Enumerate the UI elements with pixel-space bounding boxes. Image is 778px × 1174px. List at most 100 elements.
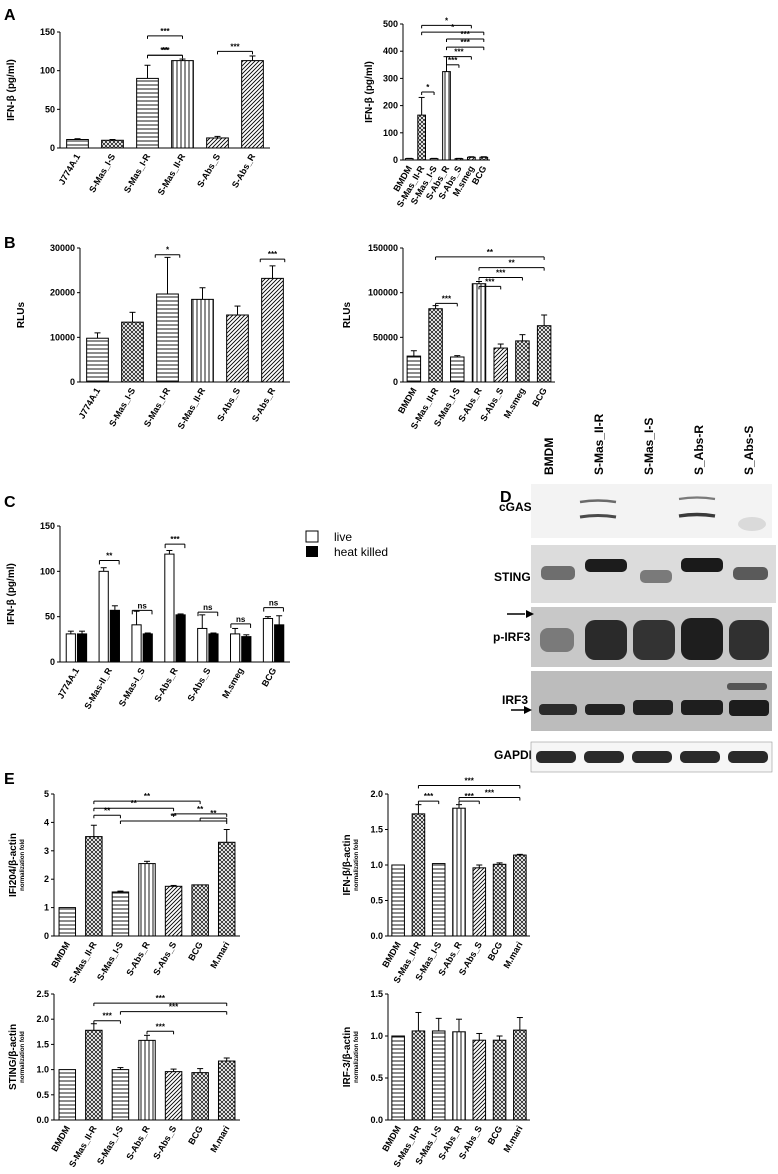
bar	[472, 1039, 487, 1121]
bar	[431, 1030, 446, 1121]
blot-label-irf3: IRF3	[502, 693, 528, 707]
significance-label: **	[210, 809, 217, 818]
legend-heat-killed-swatch	[306, 546, 318, 557]
y-tick-label: 100	[40, 566, 55, 576]
y-axis-sublabel: normalization fold	[20, 1031, 26, 1083]
y-tick-label: 2.5	[36, 989, 49, 999]
bar	[492, 863, 507, 937]
bar	[391, 1035, 405, 1121]
significance-label: *	[451, 23, 455, 32]
category-label: J774A.1	[55, 666, 81, 700]
bar	[417, 114, 426, 161]
bar	[208, 633, 219, 663]
category-label: S-Mas_II-R	[67, 1124, 99, 1169]
bar	[76, 633, 88, 663]
bar	[85, 1029, 103, 1121]
category-label: S-Abs_S	[151, 1124, 178, 1161]
y-tick-label: 0.5	[370, 1073, 383, 1083]
y-tick-label: 3	[44, 846, 49, 856]
bar	[217, 841, 236, 937]
bar	[65, 633, 76, 663]
y-axis-label: RLUs	[342, 302, 353, 329]
bar	[101, 139, 124, 149]
bar	[175, 614, 186, 663]
bar	[86, 337, 109, 383]
category-label: S-Abs_S	[215, 386, 242, 423]
bar	[98, 570, 109, 663]
y-tick-label: 0	[393, 377, 398, 387]
blot-strip-p-irf3	[531, 607, 772, 667]
bar	[241, 636, 252, 663]
chart-b-right: 050000100000150000RLUsBMDMS-Mas_II-RS-Ma…	[342, 243, 555, 431]
lane-label-s-abs-s: S_Abs-S	[742, 426, 756, 475]
y-axis-sublabel: normalization fold	[354, 1031, 360, 1083]
chart-e-sting: 0.0 0.5 1.0 1.5 2.0 2.5 STING/β-actin normaliza…	[8, 989, 240, 1169]
bar	[391, 864, 405, 937]
significance-label: *	[166, 246, 170, 255]
significance-label: **	[487, 248, 494, 257]
significance-label: **	[104, 806, 111, 815]
y-tick-label: 1.0	[36, 1065, 49, 1075]
y-tick-label: 1.0	[370, 860, 383, 870]
category-label: BMDM	[49, 1124, 72, 1153]
category-label: M.smeg	[220, 666, 245, 700]
y-tick-label: 500	[383, 19, 398, 29]
chart-e-ifnb: 0.0 0.5 1.0 1.5 2.0 IFN-β/β-actin normalizatio…	[342, 776, 530, 985]
bar	[428, 308, 443, 383]
y-axis-label: IFN-β/β-actin	[342, 834, 353, 895]
y-tick-label: 50000	[373, 332, 398, 342]
bar	[493, 347, 508, 383]
bar	[492, 1039, 507, 1121]
blot-strip-sting	[531, 545, 776, 603]
arrow-icon	[507, 610, 534, 618]
category-label: S-Abs_S	[151, 940, 178, 977]
bar	[164, 885, 183, 937]
category-label: BMDM	[49, 940, 72, 969]
y-tick-label: 0.5	[370, 896, 383, 906]
significance-label: ***	[160, 46, 170, 55]
y-tick-label: 1.5	[370, 825, 383, 835]
bar	[536, 325, 552, 383]
y-tick-label: 150	[40, 521, 55, 531]
bar	[164, 1071, 183, 1121]
y-tick-label: 0	[50, 657, 55, 667]
y-tick-label: 0.0	[370, 1115, 383, 1125]
significance-label: ***	[102, 1012, 112, 1021]
bar	[206, 137, 229, 149]
y-tick-label: 4	[44, 817, 49, 827]
category-label: S-Abs_S	[195, 152, 222, 189]
bar	[58, 1069, 77, 1121]
y-tick-label: 150000	[368, 243, 398, 253]
y-axis-label: IFN-β (pg/ml)	[364, 61, 375, 123]
category-label: S-Mas_I-R	[122, 152, 153, 195]
bar	[138, 1039, 156, 1121]
bar	[513, 854, 527, 937]
category-label: BMDM	[396, 386, 419, 415]
significance-label: ***	[460, 30, 470, 39]
significance-label: ***	[485, 789, 495, 798]
category-label: S-Abs_R	[152, 666, 180, 704]
category-label: M.smeg	[502, 386, 527, 420]
panel-letter-a: A	[4, 7, 16, 24]
bar	[136, 77, 159, 149]
y-tick-label: 5	[44, 789, 49, 799]
panel-letter-e: E	[4, 771, 15, 788]
blot-label-p-irf3: p-IRF3	[493, 630, 531, 644]
significance-label: ns	[269, 599, 279, 608]
y-tick-label: 0.0	[36, 1115, 49, 1125]
category-label: M.mari	[501, 1124, 524, 1154]
bar	[171, 60, 194, 149]
significance-label: ***	[230, 42, 240, 51]
category-label: S-Mas_I-S	[87, 152, 117, 194]
y-tick-label: 100000	[368, 288, 398, 298]
y-tick-label: 1	[44, 903, 49, 913]
significance-label: ns	[137, 601, 147, 610]
bar	[452, 1031, 466, 1121]
category-label: S-Mas_I-S	[95, 1124, 125, 1166]
significance-label: ns	[236, 615, 246, 624]
bar	[411, 813, 426, 937]
category-label: S-Abs_R	[124, 940, 152, 978]
category-label: BCG	[186, 940, 205, 962]
